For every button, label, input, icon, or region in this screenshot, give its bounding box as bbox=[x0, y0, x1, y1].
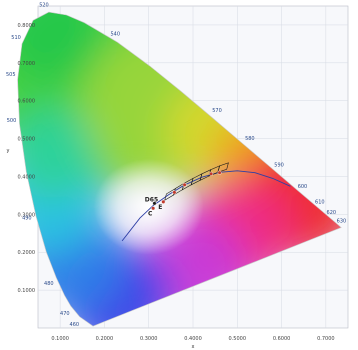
wavelength-label: 505 bbox=[6, 72, 16, 78]
gamut-color-blob bbox=[17, 12, 102, 83]
planckian-locus-line bbox=[121, 170, 291, 242]
point-label: E bbox=[158, 204, 162, 211]
wavelength-label: 590 bbox=[274, 163, 284, 169]
wavelength-label: 570 bbox=[212, 108, 222, 114]
y-tick-label: 0.7000 bbox=[18, 61, 36, 67]
wavelength-label: 630 bbox=[337, 219, 347, 225]
wavelength-label: 540 bbox=[110, 32, 120, 38]
x-axis-title: x bbox=[192, 344, 195, 350]
wavelength-label: 470 bbox=[60, 311, 70, 317]
data-point bbox=[217, 170, 222, 175]
y-axis-title: y bbox=[7, 148, 10, 154]
data-point bbox=[151, 206, 156, 211]
y-tick-label: 0.3000 bbox=[18, 212, 36, 218]
wavelength-label: 500 bbox=[7, 118, 17, 124]
y-tick-label: 0.1000 bbox=[18, 288, 36, 294]
planckian-locus bbox=[121, 170, 291, 242]
point-label: D65 bbox=[145, 196, 158, 203]
wavelength-label: 510 bbox=[11, 35, 21, 41]
wavelength-label: 620 bbox=[327, 210, 337, 216]
x-tick-label: 0.6000 bbox=[273, 336, 291, 342]
y-tick-label: 0.6000 bbox=[18, 99, 36, 105]
y-tick-label: 0.5000 bbox=[18, 137, 36, 143]
x-tick-label: 0.7000 bbox=[317, 336, 335, 342]
spectral-locus-outline bbox=[17, 11, 342, 327]
x-tick-label: 0.1000 bbox=[51, 336, 69, 342]
white-point-glow bbox=[93, 158, 204, 255]
wavelength-label: 460 bbox=[70, 322, 80, 328]
wavelength-label: 600 bbox=[298, 184, 308, 190]
wavelength-label: 580 bbox=[245, 136, 255, 142]
data-point bbox=[152, 201, 157, 206]
y-tick-label: 0.8000 bbox=[18, 23, 36, 29]
y-tick-label: 0.2000 bbox=[18, 250, 36, 256]
data-point bbox=[209, 171, 214, 176]
data-point bbox=[172, 190, 177, 195]
x-tick-label: 0.3000 bbox=[140, 336, 158, 342]
axis-labels: xy bbox=[7, 148, 195, 350]
wavelength-label: 480 bbox=[44, 281, 54, 287]
data-points: D65 CE bbox=[145, 170, 222, 217]
bin-quadrangle bbox=[217, 162, 229, 173]
gamut-color-blob bbox=[17, 108, 97, 199]
axis-ticks: 0.1000 0.2000 0.3000 0.4000 0.5000 0.6000 0.70… bbox=[18, 23, 335, 342]
data-point bbox=[182, 182, 187, 187]
spectral-locus bbox=[17, 11, 342, 327]
point-label: C bbox=[148, 210, 153, 217]
x-tick-label: 0.4000 bbox=[184, 336, 202, 342]
data-point bbox=[161, 199, 166, 204]
y-tick-label: 0.4000 bbox=[18, 174, 36, 180]
wavelength-label: 610 bbox=[315, 199, 325, 205]
wavelength-label: 490 bbox=[22, 215, 32, 221]
x-tick-label: 0.2000 bbox=[96, 336, 114, 342]
x-tick-label: 0.5000 bbox=[229, 336, 247, 342]
wavelength-label: 520 bbox=[39, 2, 49, 8]
